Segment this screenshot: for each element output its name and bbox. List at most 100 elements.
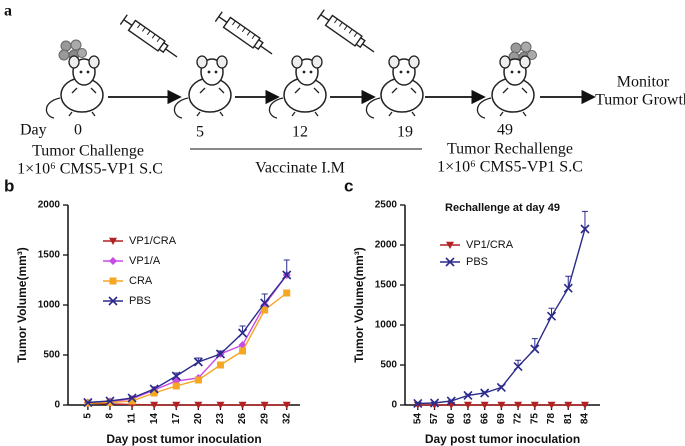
- x-tick-label: 81: [563, 413, 574, 425]
- marker: [261, 306, 269, 314]
- marker: [150, 401, 159, 409]
- syringe-icon: [214, 11, 277, 60]
- y-tick-label: 1000: [38, 300, 61, 311]
- marker: [149, 384, 159, 394]
- challenge-title: Tumor Challenge: [32, 143, 144, 160]
- challenge-dose: 1×10⁶ CMS5-VP1 S.C: [17, 161, 163, 178]
- marker: [446, 396, 456, 406]
- x-axis-label: Day post tumor inoculation: [106, 432, 261, 446]
- marker: [194, 376, 202, 384]
- error-bar: [261, 293, 268, 303]
- marker: [193, 357, 203, 367]
- mouse-icon: [476, 55, 535, 119]
- legend-marker: [109, 237, 117, 245]
- x-tick-label: 72: [513, 413, 524, 425]
- marker: [83, 397, 93, 408]
- mouse-icon: [268, 55, 327, 119]
- marker: [260, 401, 269, 409]
- x-tick-label: 5: [83, 413, 94, 419]
- marker: [238, 401, 247, 409]
- mouse-icon: [365, 55, 424, 119]
- diagram: a Day 0 5 12 19 49 Tumor Challenge 1×10⁶…: [4, 3, 685, 178]
- marker: [194, 401, 203, 409]
- series-line: [417, 228, 586, 405]
- marker: [496, 382, 506, 392]
- marker: [283, 289, 291, 297]
- legend-label: VP1/CRA: [466, 239, 514, 251]
- syringe-icon: [119, 14, 182, 63]
- x-tick-label: 57: [429, 413, 440, 425]
- error-bar: [531, 338, 538, 349]
- y-axis-label: Tumor Volume(mm³): [352, 247, 366, 363]
- legend-marker: [108, 296, 118, 306]
- day: 49: [497, 122, 513, 139]
- day: 0: [74, 122, 82, 139]
- marker: [150, 389, 158, 397]
- legend-marker: [109, 277, 117, 285]
- marker: [547, 401, 556, 409]
- x-tick-label: 17: [171, 413, 182, 425]
- marker: [530, 401, 539, 409]
- y-tick-label: 2000: [375, 240, 398, 251]
- x-tick-label: 54: [412, 413, 423, 425]
- legend-label: VP1/CRA: [129, 235, 177, 247]
- legend-marker: [445, 257, 455, 267]
- marker: [480, 388, 490, 398]
- marker: [564, 401, 573, 409]
- error-bar: [548, 307, 555, 317]
- marker: [463, 401, 472, 409]
- error-bar: [581, 210, 588, 229]
- marker: [563, 283, 573, 293]
- monitor-label: Monitor: [617, 74, 670, 91]
- y-tick-label: 1500: [375, 280, 398, 291]
- vaccinate-label: Vaccinate I.M: [255, 160, 345, 177]
- legend-marker: [446, 241, 454, 249]
- marker: [282, 270, 292, 280]
- y-tick-label: 2500: [375, 200, 398, 211]
- error-bar: [239, 325, 246, 333]
- marker: [260, 298, 270, 308]
- x-tick-label: 8: [105, 413, 116, 419]
- mouse-icon: [173, 55, 232, 119]
- marker: [239, 347, 247, 355]
- legend-label: PBS: [466, 256, 488, 268]
- marker: [172, 401, 181, 409]
- marker: [580, 224, 590, 234]
- marker: [216, 401, 225, 409]
- x-tick-label: 14: [149, 413, 160, 425]
- x-tick-label: 66: [479, 413, 490, 425]
- error-bar: [283, 259, 290, 275]
- y-axis-label: Tumor Volume(mm³): [15, 247, 29, 363]
- y-tick-label: 500: [43, 350, 60, 361]
- marker: [237, 328, 248, 338]
- legend-label: CRA: [129, 275, 153, 287]
- marker: [215, 349, 226, 359]
- series-line: [87, 274, 288, 404]
- rechallenge-title: Tumor Rechallenge: [447, 141, 573, 158]
- series-line: [87, 292, 288, 404]
- x-tick-label: 63: [463, 413, 474, 425]
- series-line: [87, 402, 287, 406]
- marker: [128, 397, 136, 405]
- marker: [106, 399, 114, 406]
- syringe-icon: [316, 9, 379, 58]
- error-bar: [565, 275, 572, 289]
- x-tick-label: 29: [259, 413, 270, 425]
- marker: [463, 390, 473, 400]
- marker: [530, 344, 540, 354]
- marker: [513, 362, 523, 372]
- marker: [514, 401, 523, 409]
- y-tick-label: 1000: [375, 320, 398, 331]
- x-tick-label: 23: [215, 413, 226, 425]
- panel-label: c: [344, 176, 353, 195]
- y-tick-label: 1500: [38, 250, 61, 261]
- marker: [127, 393, 137, 403]
- day: 5: [196, 124, 204, 141]
- y-tick-label: 0: [391, 400, 397, 411]
- x-tick-label: 11: [127, 413, 138, 424]
- marker: [216, 361, 224, 369]
- y-tick-label: 0: [54, 400, 60, 411]
- legend-marker: [109, 257, 117, 265]
- marker: [171, 371, 181, 381]
